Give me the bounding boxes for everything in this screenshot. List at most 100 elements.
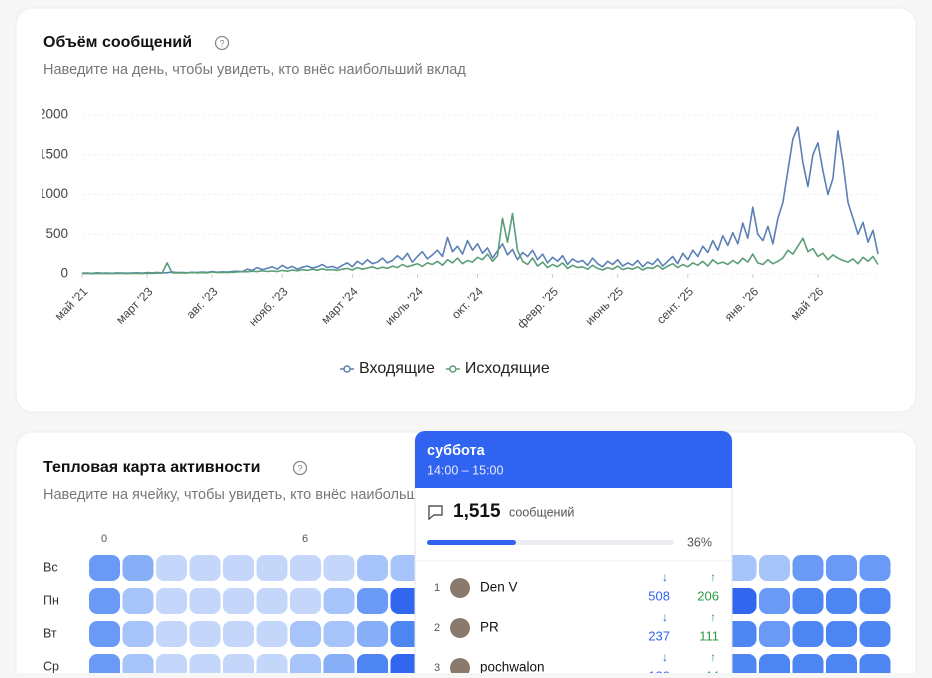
heat-cell[interactable]: [759, 621, 790, 647]
message-icon: [428, 505, 443, 521]
heat-cell[interactable]: [156, 621, 187, 647]
heat-cell[interactable]: [89, 588, 120, 614]
heat-cell[interactable]: [223, 588, 254, 614]
volume-card: [15, 7, 917, 413]
heat-cell[interactable]: [290, 621, 321, 647]
heat-cell[interactable]: [156, 654, 187, 678]
contributor-name: PR: [480, 620, 499, 635]
heat-cell[interactable]: [256, 588, 288, 614]
heat-cell[interactable]: [725, 654, 757, 678]
legend-marker: [343, 365, 351, 373]
legend-item[interactable]: Входящие: [340, 360, 435, 377]
heat-cell[interactable]: [89, 555, 120, 581]
heat-cell[interactable]: [725, 621, 757, 647]
heat-cell[interactable]: [189, 654, 221, 678]
contributor-name: Den V: [480, 580, 518, 595]
column-label: 0: [101, 533, 107, 545]
legend-label: Входящие: [359, 360, 435, 377]
y-tick-label: 0: [60, 266, 68, 281]
heat-cell[interactable]: [189, 555, 221, 581]
heat-cell[interactable]: [189, 621, 221, 647]
heat-cell[interactable]: [859, 555, 891, 581]
heat-cell[interactable]: [792, 654, 824, 678]
heat-cell[interactable]: [357, 621, 388, 647]
card-subtitle: Наведите на день, чтобы увидеть, кто внё…: [43, 62, 466, 78]
arrow-out: ↑: [710, 570, 716, 584]
heat-cell[interactable]: [859, 588, 891, 614]
incoming: 180: [648, 668, 670, 673]
heat-cell[interactable]: [89, 654, 120, 678]
heat-cell[interactable]: [89, 621, 120, 647]
outgoing: 206: [697, 588, 719, 603]
legend-label: Исходящие: [465, 360, 550, 377]
heat-cell[interactable]: [323, 555, 355, 581]
arrow-in: ↓: [662, 570, 668, 584]
svg-text:?: ?: [297, 463, 302, 473]
arrow-out: ↑: [710, 650, 716, 664]
heat-cell[interactable]: [256, 621, 288, 647]
heat-cell[interactable]: [323, 588, 355, 614]
help-icon[interactable]: ?: [292, 460, 308, 476]
heat-cell[interactable]: [223, 555, 254, 581]
heat-cell[interactable]: [357, 555, 388, 581]
heat-cell[interactable]: [859, 654, 891, 678]
heat-cell[interactable]: [323, 621, 355, 647]
arrow-in: ↓: [662, 650, 668, 664]
message-count: 1,515: [453, 501, 501, 522]
heat-cell[interactable]: [390, 555, 422, 581]
outgoing: 111: [699, 628, 719, 643]
card-title: Объём сообщений: [43, 34, 192, 51]
heat-cell[interactable]: [290, 588, 321, 614]
heat-cell[interactable]: [390, 654, 422, 678]
heat-cell[interactable]: [792, 555, 824, 581]
heat-cell[interactable]: [156, 588, 187, 614]
legend-item[interactable]: Исходящие: [445, 360, 550, 377]
help-icon[interactable]: ?: [214, 35, 230, 51]
heat-cell[interactable]: [759, 588, 790, 614]
heat-cell[interactable]: [223, 621, 254, 647]
row-label: Ср: [43, 659, 59, 673]
svg-text:?: ?: [219, 38, 224, 48]
heat-cell[interactable]: [725, 588, 757, 614]
heat-cell[interactable]: [357, 654, 388, 678]
incoming: 508: [648, 588, 670, 603]
heat-cell[interactable]: [792, 588, 824, 614]
heat-cell[interactable]: [122, 621, 154, 647]
heat-cell[interactable]: [826, 588, 857, 614]
contributor-name: pochwalon: [480, 660, 545, 673]
heat-cell[interactable]: [357, 588, 388, 614]
heat-cell[interactable]: [390, 621, 422, 647]
outgoing: 44: [705, 668, 719, 673]
heat-cell[interactable]: [189, 588, 221, 614]
heat-cell[interactable]: [290, 654, 321, 678]
incoming: 237: [648, 628, 670, 643]
card-title: Тепловая карта активности: [43, 459, 260, 476]
heat-cell[interactable]: [792, 621, 824, 647]
row-label: Вс: [43, 560, 58, 574]
heat-cell[interactable]: [390, 588, 422, 614]
column-label: 6: [302, 533, 308, 545]
heat-cell[interactable]: [156, 555, 187, 581]
heat-cell[interactable]: [759, 654, 790, 678]
avatar: [450, 578, 470, 598]
heat-cell[interactable]: [122, 588, 154, 614]
heat-cell[interactable]: [256, 555, 288, 581]
heat-cell[interactable]: [725, 555, 757, 581]
heat-cell[interactable]: [826, 621, 857, 647]
heat-cell[interactable]: [826, 654, 857, 678]
rank: 1: [434, 582, 440, 594]
heat-cell[interactable]: [759, 555, 790, 581]
heat-cell[interactable]: [122, 555, 154, 581]
heat-cell[interactable]: [223, 654, 254, 678]
message-unit: сообщений: [509, 505, 574, 519]
heat-cell[interactable]: [256, 654, 288, 678]
heat-cell[interactable]: [323, 654, 355, 678]
heat-cell[interactable]: [122, 654, 154, 678]
heat-cell[interactable]: [290, 555, 321, 581]
rank: 3: [434, 662, 440, 673]
heat-cell[interactable]: [859, 621, 891, 647]
heat-cell[interactable]: [826, 555, 857, 581]
arrow-in: ↓: [662, 610, 668, 624]
